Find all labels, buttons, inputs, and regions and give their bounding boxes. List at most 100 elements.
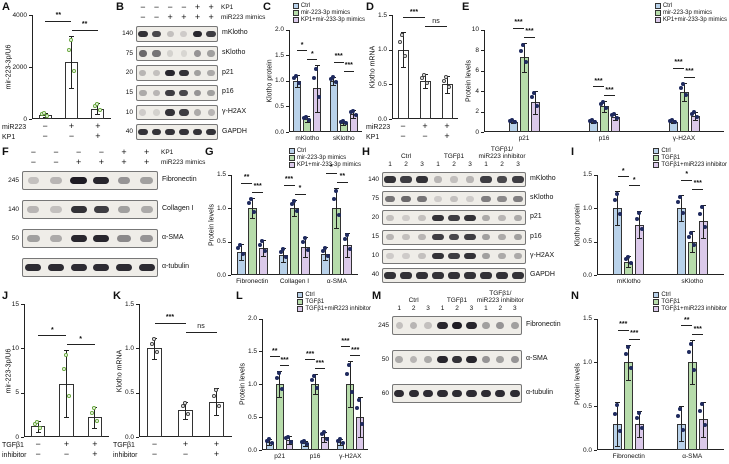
error-bar-line [240,243,242,260]
panel-letter: D [366,1,374,13]
data-point [300,240,305,245]
x-sign: + [422,121,428,131]
legend-label: mir-223-3p mimics [296,155,347,161]
protein-band [408,389,419,398]
legend-item: TGFβ1 [297,299,371,305]
protein-label: α-tubulin [526,389,554,396]
y-tick-mark [389,15,392,16]
lane-sign: − [140,12,146,22]
error-bar-cap [532,113,538,115]
error-bar-cap [183,419,188,421]
legend-item: Ctrl [288,148,361,154]
protein-band [496,272,508,279]
y-tick-mark [481,50,484,51]
y-tick-label: 0.5 [247,413,257,421]
error-bar-line [305,236,306,257]
error-bar-cap [689,340,695,342]
error-bar-cap [615,445,621,447]
x-category-label: p21 [518,135,530,142]
y-tick-label: 2.0 [274,26,284,33]
protein-band [70,234,87,243]
data-point [324,436,329,441]
protein-band [50,205,62,214]
x-sign: + [63,439,70,449]
protein-band [93,263,110,272]
legend: Ctrl mir-223-3p mimics KP1+mir-233-3p mimi… [654,3,727,23]
protein-band [400,272,412,279]
y-tick-mark [594,241,597,243]
lane-number: 2 [455,305,459,312]
sig-bracket-line [617,176,629,178]
legend-item: KP1+mir-233-3p mimics [654,17,727,23]
lane-sign: − [153,2,160,12]
panel-c-klotho-protein-chart: C Klotho protein 0.0 0.5 1.0 1.5 2.0 Ctrl mir-22… [263,1,365,144]
protein-band [451,355,463,364]
y-tick-mark [136,304,139,305]
y-tick-label: 1.0 [124,344,134,352]
y-tick-mark [594,362,597,364]
blot-strip [382,191,526,207]
x-sign: − [151,439,158,449]
protein-band [497,195,507,202]
data-point [276,371,281,376]
panel-letter: L [236,290,243,302]
x-sign-row-label: miR223 [366,124,391,131]
protein-band [513,233,523,241]
data-point [263,249,268,253]
data-point [302,236,307,241]
error-bar-cap [637,436,643,438]
error-bar-cap [64,350,69,352]
protein-band [448,272,460,279]
lane-sign: + [144,147,150,157]
mw-marker: 10 [371,252,379,260]
data-point [347,247,352,252]
lane-sign: − [30,157,36,167]
y-tick-mark [594,174,597,176]
y-tick-mark [259,318,262,320]
protein-band [180,50,188,57]
legend-label: TGFβ1+miR223 inhibitor [661,162,727,168]
x-sign-row-label: miR223 [2,124,27,131]
protein-band [437,321,448,330]
panel-letter: J [2,290,9,302]
lane-sign-row-label: KP1 [221,4,234,11]
protein-band [165,69,176,77]
lane-number: 3 [469,305,474,312]
y-tick-label: 1.5 [216,171,226,178]
data-point [335,438,340,443]
error-bar-line [446,76,448,93]
error-bar-cap [214,414,219,416]
protein-band [179,128,189,136]
data-point [681,82,685,87]
y-tick-mark [21,304,24,305]
y-tick-label: 0 [23,115,27,123]
error-bar-cap [357,436,363,438]
lane-sign: + [76,157,82,167]
error-bar-line [534,91,536,114]
protein-band [27,176,40,185]
lane-number: 3 [516,161,520,168]
protein-band [138,128,148,136]
x-sign: − [35,439,41,449]
protein-band [180,30,188,38]
mw-marker: 10 [125,108,133,116]
y-tick-label: 0 [15,433,19,441]
data-point [703,225,708,230]
panel-letter: K [113,290,121,302]
protein-band [497,233,507,241]
y-tick-label: 1.5 [274,51,284,59]
protein-band [481,195,491,202]
protein-band [513,253,523,260]
error-bar-cap [92,428,98,430]
protein-band [437,389,448,398]
lane-sign: + [208,2,214,12]
x-sign: + [92,439,98,449]
legend-swatch [653,306,660,312]
mw-marker: 40 [371,271,379,279]
legend-label: KP1+mir-233-3p mimics [296,162,361,168]
data-point [291,199,296,204]
y-tick-mark [594,208,597,209]
error-bar-cap [292,216,297,218]
data-point [247,201,252,206]
blot-strip [136,124,218,140]
